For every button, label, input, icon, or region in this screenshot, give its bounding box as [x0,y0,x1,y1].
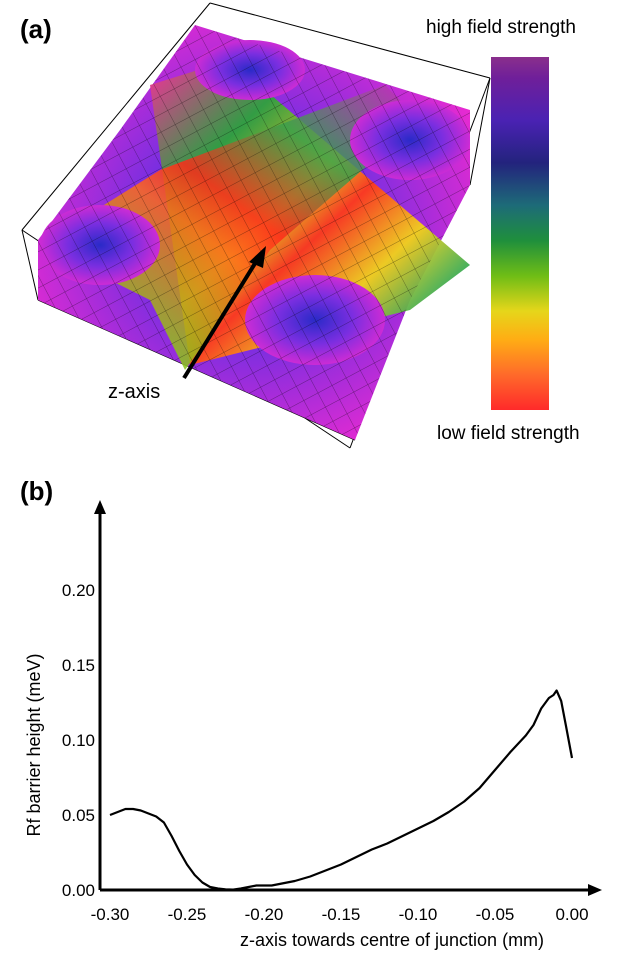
y-tick-label: 0.20 [62,581,95,600]
axes [94,500,602,896]
y-tick-label: 0.10 [62,731,95,750]
series-group [109,689,574,891]
x-tick-label: 0.00 [555,905,588,924]
colorbar-low-label: low field strength [437,423,580,444]
x-tick-label: -0.10 [399,905,438,924]
axis-titles: z-axis towards centre of junction (mm) Rf… [24,653,544,950]
x-tick-label: -0.05 [476,905,515,924]
surface-body [38,25,470,440]
y-tick-label: 0.00 [62,881,95,900]
y-axis-title: Rf barrier height (meV) [24,653,44,836]
colorbar [491,57,549,410]
y-tick-label: 0.15 [62,656,95,675]
panel-a-label: (a) [20,14,52,44]
y-tick-label: 0.05 [62,806,95,825]
x-tick-label: -0.25 [168,905,207,924]
x-axis-title: z-axis towards centre of junction (mm) [240,930,544,950]
barrier-height-chart: -0.30 -0.25 -0.20 -0.15 -0.10 -0.05 0.00 0.00 0.… [24,500,602,950]
x-tick-label: -0.15 [322,905,361,924]
x-tick-label: -0.30 [91,905,130,924]
y-axis-arrowhead [94,500,106,514]
panel-b-label: (b) [20,476,54,506]
x-tick-label: -0.20 [245,905,284,924]
colorbar-high-label: high field strength [426,17,576,38]
z-axis-arrow-label: z-axis [108,381,161,403]
z-axis-arrow [182,246,266,380]
x-axis-arrowhead [588,884,602,896]
field-surface-plot [21,2,491,449]
tick-labels: -0.30 -0.25 -0.20 -0.15 -0.10 -0.05 0.00 0.00 0.… [62,581,589,924]
series-line [109,689,574,891]
